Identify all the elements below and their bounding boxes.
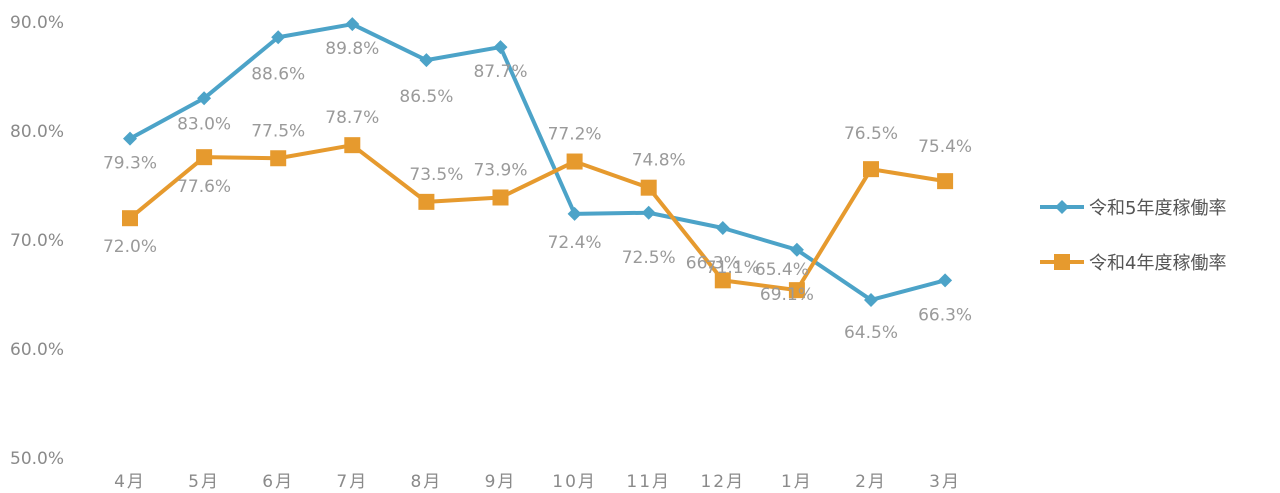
data-point-square: [714, 272, 731, 289]
data-label: 79.3%: [103, 154, 157, 174]
data-label: 73.5%: [409, 165, 463, 185]
data-point-square: [863, 161, 879, 178]
data-point-diamond: [789, 242, 804, 257]
data-label: 77.2%: [548, 125, 602, 145]
data-label: 89.8%: [325, 39, 379, 59]
data-point-diamond: [419, 53, 434, 68]
data-point-square: [640, 179, 657, 196]
x-tick-label: 10月: [552, 472, 597, 492]
x-tick-label: 7月: [336, 472, 368, 492]
x-axis: 4月 5月 6月 7月 8月 9月 10月 11月 12月 1月 2月 3月: [114, 472, 961, 492]
data-point-diamond: [567, 206, 582, 221]
data-point-diamond: [197, 91, 212, 106]
data-labels: 79.3% 83.0% 88.6% 89.8% 86.5% 87.7% 72.4% 72.5%…: [103, 39, 972, 343]
data-label: 72.0%: [103, 237, 157, 257]
x-tick-label: 9月: [485, 472, 517, 492]
data-label: 77.6%: [177, 177, 231, 197]
y-axis: 50.0% 60.0% 70.0% 80.0% 90.0%: [10, 13, 64, 469]
data-label: 77.5%: [251, 121, 305, 141]
legend-label: 令和5年度稼働率: [1089, 198, 1226, 219]
data-label: 78.7%: [325, 108, 379, 128]
data-label: 73.9%: [473, 160, 527, 180]
data-label: 74.8%: [632, 151, 686, 171]
x-tick-label: 6月: [262, 472, 294, 492]
series-line: [129, 22, 946, 302]
data-point-diamond: [123, 131, 137, 146]
y-tick-label: 70.0%: [10, 231, 64, 251]
x-tick-label: 8月: [410, 472, 442, 492]
data-point-square: [492, 189, 509, 206]
data-point-square: [566, 153, 583, 170]
data-label: 76.5%: [844, 124, 898, 144]
data-point-diamond: [271, 30, 286, 45]
y-tick-label: 60.0%: [10, 340, 64, 360]
data-label: 66.3%: [918, 305, 972, 325]
x-tick-label: 12月: [700, 472, 745, 492]
data-label: 64.5%: [844, 323, 898, 343]
data-point-diamond: [938, 273, 953, 288]
x-tick-label: 2月: [855, 472, 887, 492]
data-label: 88.6%: [251, 64, 305, 84]
y-tick-label: 80.0%: [10, 122, 64, 142]
x-tick-label: 3月: [929, 472, 961, 492]
x-tick-label: 5月: [188, 472, 220, 492]
data-label: 83.0%: [177, 114, 231, 134]
data-point-square: [937, 173, 954, 190]
data-label: 71.1%: [706, 258, 760, 278]
series-line: [128, 143, 946, 293]
data-label: 87.7%: [473, 62, 527, 82]
data-point-square: [788, 282, 805, 299]
data-point-diamond: [345, 17, 360, 32]
x-tick-label: 4月: [114, 472, 146, 492]
data-point-square: [196, 149, 213, 166]
legend-marker-diamond: [1055, 200, 1069, 214]
data-label: 69.1%: [760, 285, 814, 305]
legend-marker-square: [1054, 254, 1070, 270]
data-label: 66.3%: [686, 253, 740, 273]
data-label: 72.5%: [622, 248, 676, 268]
data-label: 65.4%: [755, 260, 809, 280]
data-point-diamond: [864, 292, 878, 307]
x-tick-label: 11月: [626, 472, 671, 492]
data-point-square: [122, 210, 138, 227]
data-point-square: [418, 193, 435, 210]
data-label: 86.5%: [399, 87, 453, 107]
y-tick-label: 50.0%: [10, 449, 64, 469]
data-point-square: [270, 150, 287, 167]
x-tick-label: 1月: [781, 472, 813, 492]
data-label: 75.4%: [918, 137, 972, 157]
data-point-diamond: [493, 40, 508, 55]
data-label: 72.4%: [548, 233, 602, 253]
legend-label: 令和4年度稼働率: [1089, 253, 1226, 274]
series-layer: [122, 17, 954, 307]
data-point-diamond: [715, 221, 730, 236]
data-point-square: [344, 137, 361, 154]
y-tick-label: 90.0%: [10, 13, 64, 33]
data-point-diamond: [641, 205, 656, 220]
